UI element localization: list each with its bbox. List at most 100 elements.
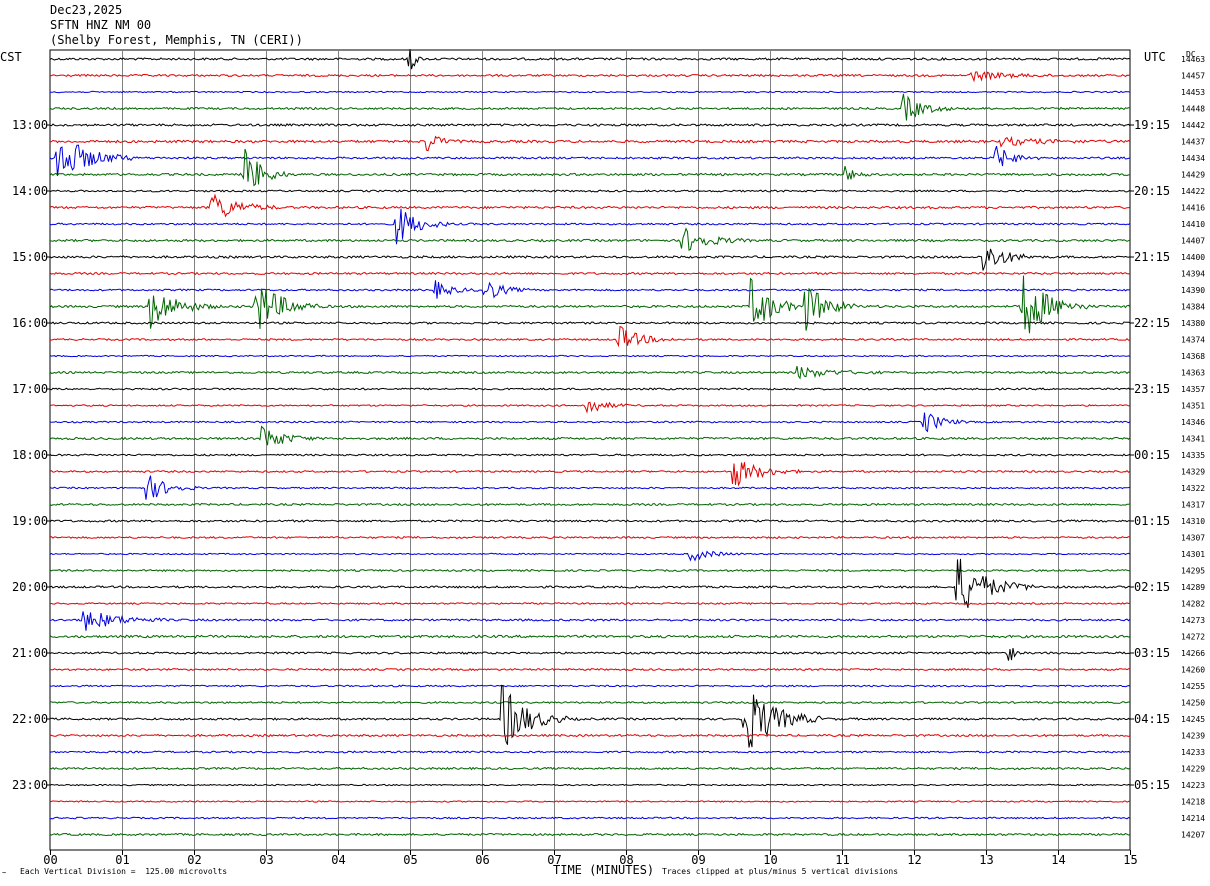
- right-hour-label: 02:15: [1134, 580, 1170, 594]
- x-axis-title: TIME (MINUTES): [553, 863, 655, 877]
- trace-line: [49, 558, 1130, 609]
- x-tick-label: 05: [403, 853, 417, 867]
- right-hour-label: 19:15: [1134, 118, 1170, 132]
- trace-line: [49, 193, 1131, 218]
- trace-line: [49, 648, 1131, 661]
- dc-offset-label: 14272: [1181, 633, 1205, 642]
- dc-offset-label: 14255: [1181, 682, 1205, 691]
- x-tick-label: 07: [547, 853, 561, 867]
- left-hour-label: 20:00: [12, 580, 48, 594]
- left-hour-label: 15:00: [12, 250, 48, 264]
- trace-line: [49, 401, 1131, 414]
- trace-line: [49, 412, 1131, 433]
- dc-offset-label: 14233: [1181, 748, 1205, 757]
- trace-line: [49, 208, 1131, 245]
- trace-line: [49, 280, 1131, 299]
- left-hour-label: 17:00: [12, 382, 48, 396]
- right-hour-label: 00:15: [1134, 448, 1170, 462]
- x-tick-label: 08: [619, 853, 633, 867]
- x-tick-label: 09: [691, 853, 705, 867]
- left-hour-label: 19:00: [12, 514, 48, 528]
- dc-offset-label: 14463: [1181, 55, 1205, 64]
- dc-offset-label: 14437: [1181, 138, 1205, 147]
- right-hour-label: 22:15: [1134, 316, 1170, 330]
- dc-offset-label: 14357: [1181, 385, 1205, 394]
- dc-offset-label: 14295: [1181, 567, 1205, 576]
- trace-line: [49, 227, 1131, 251]
- trace-line: [49, 425, 1131, 446]
- dc-offset-label: 14310: [1181, 517, 1205, 526]
- right-hour-label: 05:15: [1134, 778, 1170, 792]
- trace-line: [49, 123, 1131, 127]
- trace-line: [49, 750, 1131, 754]
- x-tick-label: 11: [835, 853, 849, 867]
- dc-offset-label: 14214: [1181, 814, 1205, 823]
- clip-note: Traces clipped at plus/minus 5 vertical …: [662, 867, 899, 876]
- dc-offset-label: 14422: [1181, 187, 1205, 196]
- x-tick-label: 01: [115, 853, 129, 867]
- right-hour-label: 03:15: [1134, 646, 1170, 660]
- right-hour-label: 21:15: [1134, 250, 1170, 264]
- left-hour-label: 23:00: [12, 778, 48, 792]
- dc-offset-label: 14380: [1181, 319, 1205, 328]
- trace-line: [49, 684, 1131, 688]
- dc-offset-label: 14239: [1181, 732, 1205, 741]
- dc-offset-label: 14307: [1181, 534, 1205, 543]
- dc-offset-label: 14322: [1181, 484, 1205, 493]
- dc-offset-label: 14335: [1181, 451, 1205, 460]
- plot-frame: [49, 49, 1131, 851]
- dc-offset-label: 14416: [1181, 204, 1205, 213]
- dc-offset-label: 14374: [1181, 336, 1205, 345]
- dc-offset-label: 14260: [1181, 666, 1205, 675]
- dc-offset-label: 14329: [1181, 468, 1205, 477]
- dc-offset-label: 14223: [1181, 781, 1205, 790]
- dc-offset-label: 14394: [1181, 270, 1205, 279]
- dc-offset-label: 14346: [1181, 418, 1205, 427]
- trace-line: [49, 475, 1131, 500]
- dc-offset-label: 14410: [1181, 220, 1205, 229]
- x-tick-label: 03: [259, 853, 273, 867]
- trace-line: [49, 354, 1131, 358]
- trace-line: [49, 321, 1131, 325]
- dc-offset-label: 14207: [1181, 831, 1205, 840]
- trace-line: [49, 453, 1131, 457]
- trace-line: [50, 602, 1131, 606]
- trace-line: [49, 550, 1131, 562]
- trace-line: [49, 325, 1131, 348]
- dc-offset-label: 14317: [1181, 501, 1205, 510]
- dc-offset-label: 14218: [1181, 798, 1205, 807]
- station-code: SFTN HNZ NM 00: [50, 18, 152, 32]
- trace-line: [49, 387, 1131, 391]
- trace-line: [49, 135, 1131, 152]
- dc-offset-label: 14341: [1181, 435, 1205, 444]
- left-hour-label: 13:00: [12, 118, 48, 132]
- trace-line: [49, 462, 1131, 487]
- dc-offset-label: 14368: [1181, 352, 1205, 361]
- trace-line: [49, 271, 1131, 276]
- trace-line: [49, 733, 1131, 738]
- trace-line: [49, 832, 1131, 837]
- dc-header-label: DC: [1186, 50, 1196, 59]
- right-timezone-label: UTC: [1144, 50, 1166, 64]
- trace-line: [49, 667, 1131, 672]
- trace-line: [49, 800, 1131, 803]
- trace-line: [49, 611, 1131, 631]
- x-tick-label: 10: [763, 853, 777, 867]
- trace-line: [49, 144, 1131, 177]
- dc-offset-label: 14390: [1181, 286, 1205, 295]
- right-hour-label: 20:15: [1134, 184, 1170, 198]
- trace-line: [49, 535, 1131, 540]
- x-tick-label: 02: [187, 853, 201, 867]
- dc-offset-label: 14453: [1181, 88, 1205, 97]
- trace-line: [49, 685, 1131, 748]
- dc-offset-label: 14434: [1181, 154, 1205, 163]
- x-tick-label: 12: [907, 853, 921, 867]
- plot-date: Dec23,2025: [50, 3, 123, 17]
- left-hour-label: 18:00: [12, 448, 48, 462]
- left-hour-label: 22:00: [12, 712, 48, 726]
- dc-offset-label: 14273: [1181, 616, 1205, 625]
- left-hour-label: 21:00: [12, 646, 48, 660]
- x-tick-label: 15: [1123, 853, 1137, 867]
- station-location: (Shelby Forest, Memphis, TN (CERI)): [50, 33, 303, 47]
